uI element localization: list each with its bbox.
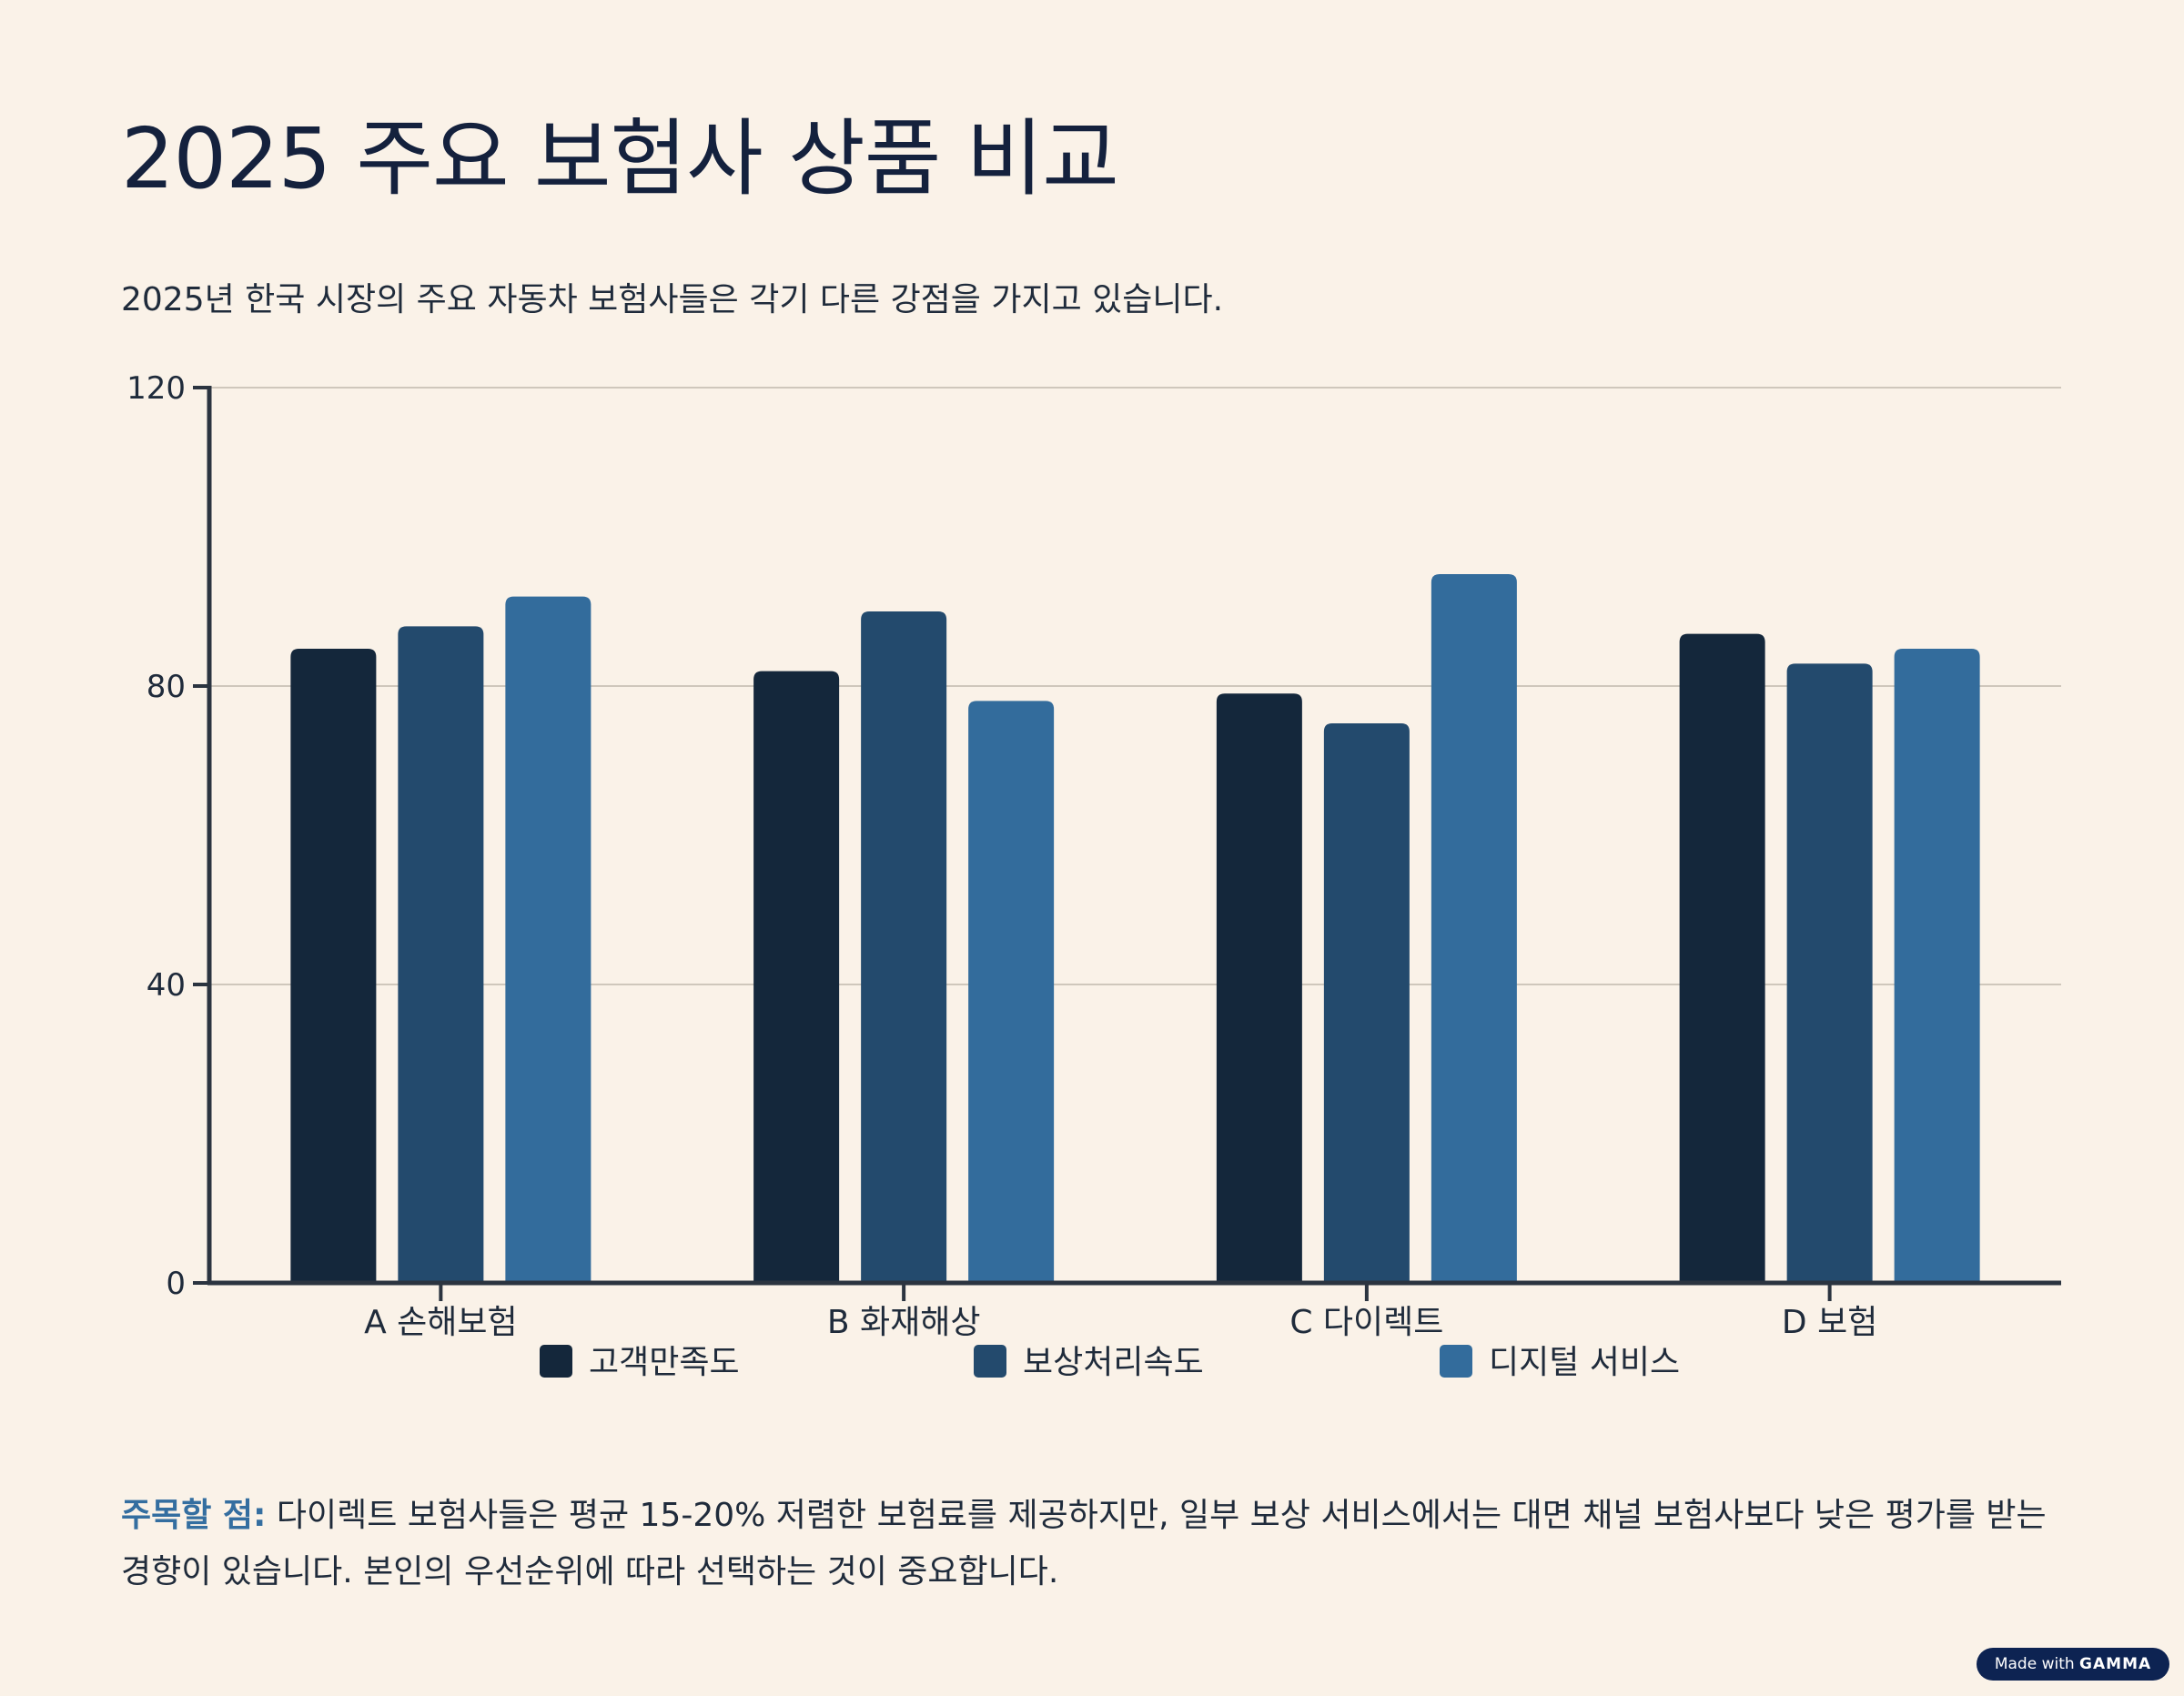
bar-1-0: [753, 671, 840, 1283]
note-label: 주목할 점:: [121, 1497, 267, 1534]
legend-label-2: 디지털 서비스: [1489, 1344, 1680, 1381]
bar-3-1: [1786, 663, 1873, 1283]
bar-0-0: [290, 649, 377, 1283]
x-tick-label-3: D 보험: [1782, 1304, 1877, 1341]
note-paragraph: 주목할 점: 다이렉트 보험사들은 평균 15-20% 저렴한 보험료를 제공하…: [121, 1488, 2059, 1600]
x-tick-label-2: C 다이렉트: [1289, 1304, 1443, 1341]
x-tick-label-0: A 손해보험: [364, 1304, 518, 1341]
x-tick-label-1: B 화재해상: [827, 1304, 981, 1341]
bar-3-2: [1894, 649, 1980, 1283]
note-text: 다이렉트 보험사들은 평균 15-20% 저렴한 보험료를 제공하지만, 일부 …: [121, 1497, 2047, 1590]
gamma-logo: GAMMA: [2079, 1655, 2152, 1673]
y-tick-label-0: 0: [166, 1266, 186, 1302]
y-tick-label-80: 80: [147, 669, 186, 705]
made-with-gamma-badge[interactable]: Made with GAMMA: [1977, 1648, 2169, 1681]
y-tick-label-120: 120: [126, 370, 186, 407]
badge-prefix: Made with: [1994, 1655, 2080, 1673]
bar-1-1: [861, 611, 947, 1283]
bar-2-1: [1323, 723, 1410, 1283]
bar-3-0: [1679, 633, 1765, 1283]
bar-2-2: [1431, 574, 1517, 1283]
bar-2-0: [1216, 693, 1302, 1283]
bar-1-2: [968, 701, 1055, 1283]
page-title: 2025 주요 보험사 상품 비교: [121, 110, 1119, 207]
y-tick-label-40: 40: [147, 967, 186, 1004]
legend-label-0: 고객만족도: [589, 1344, 740, 1381]
legend-swatch-0: [540, 1345, 572, 1378]
bar-0-2: [505, 596, 592, 1283]
legend-swatch-2: [1440, 1345, 1472, 1378]
bar-0-1: [398, 626, 484, 1283]
legend-label-1: 보상처리속도: [1023, 1344, 1204, 1381]
page-subtitle: 2025년 한국 시장의 주요 자동차 보험사들은 각기 다른 강점을 가지고 …: [121, 281, 1224, 318]
legend-swatch-1: [974, 1345, 1006, 1378]
